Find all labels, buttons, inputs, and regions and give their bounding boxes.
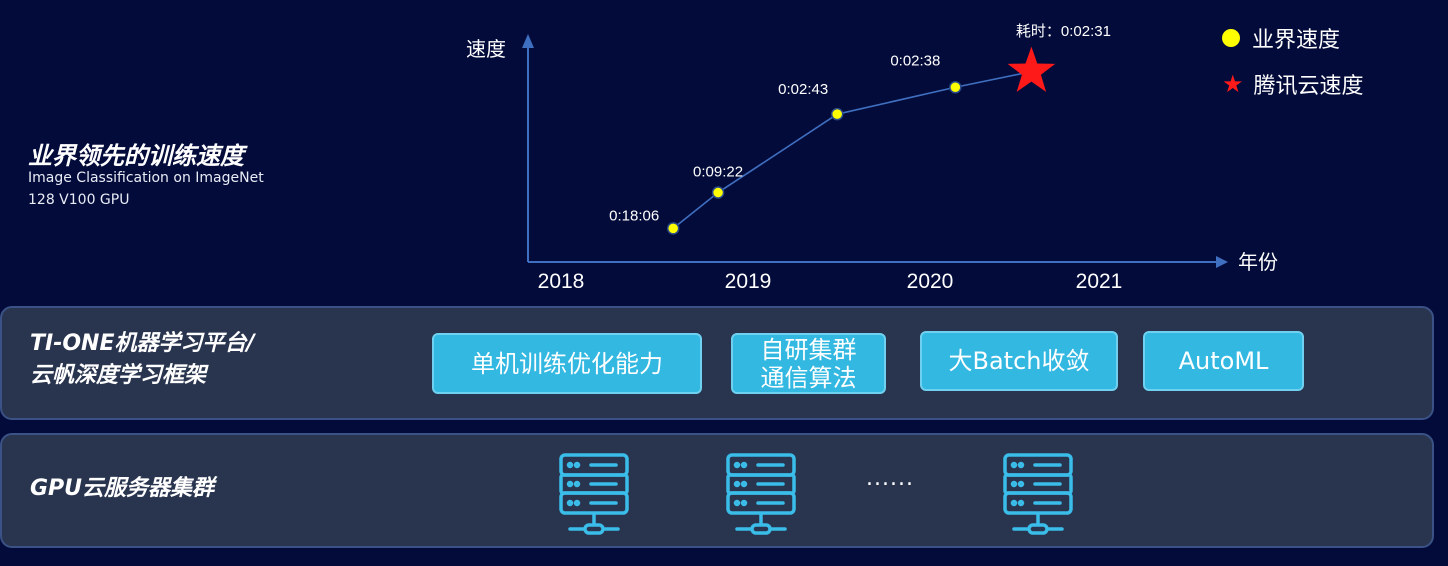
x-tick-label: 2020 [907,270,954,293]
data-point [711,186,725,199]
cluster-communication-button[interactable]: 自研集群 通信算法 [731,333,886,394]
platform-label-line1: TI-ONE机器学习平台/ [30,331,255,356]
tencent-star-point [1007,46,1056,92]
server-icon [1002,452,1074,536]
x-tick-label: 2018 [538,270,585,293]
legend-tencent-label: 腾讯云速度 [1253,74,1364,99]
x-axis-label: 年份 [1238,250,1278,274]
y-axis-arrow-icon [522,34,534,48]
server-icon [558,452,630,536]
subtitle-dataset: Image Classification on ImageNet [28,170,264,186]
data-point [949,81,962,94]
platform-panel: TI-ONE机器学习平台/ 云帆深度学习框架 [0,306,1434,420]
section-title: 业界领先的训练速度 [28,142,244,170]
automl-button[interactable]: AutoML [1143,331,1304,391]
legend-industry-label: 业界速度 [1252,28,1341,53]
y-axis-label: 速度 [466,37,506,61]
platform-label: TI-ONE机器学习平台/ 云帆深度学习框架 [30,328,255,392]
subtitle-hardware: 128 V100 GPU [28,192,130,208]
x-tick-label: 2021 [1076,270,1123,293]
series-line [672,70,1032,230]
gpu-cluster-panel: GPU云服务器集群 [0,433,1434,548]
data-label: 0:02:38 [890,52,940,69]
tencent-data-label: 耗时：0:02:31 [1016,23,1111,40]
data-label: 0:18:06 [609,207,659,224]
server-icon [725,452,797,536]
gpu-cluster-label: GPU云服务器集群 [30,476,215,501]
large-batch-convergence-button[interactable]: 大Batch收敛 [920,331,1118,391]
data-label: 0:09:22 [693,164,743,181]
red-star-icon: ★ [1222,70,1244,98]
single-machine-optimization-button[interactable]: 单机训练优化能力 [432,333,702,394]
legend-tencent: ★ 腾讯云速度 [1222,68,1364,100]
platform-label-line2: 云帆深度学习框架 [30,363,207,388]
ellipsis: ...... [866,466,914,491]
x-axis-arrow-icon [1216,256,1228,268]
legend-industry: 业界速度 [1222,22,1340,54]
yellow-dot-icon [1222,29,1240,47]
data-point [830,107,844,121]
data-point [666,222,680,235]
data-label: 0:02:43 [778,81,828,98]
x-tick-label: 2019 [725,270,772,293]
